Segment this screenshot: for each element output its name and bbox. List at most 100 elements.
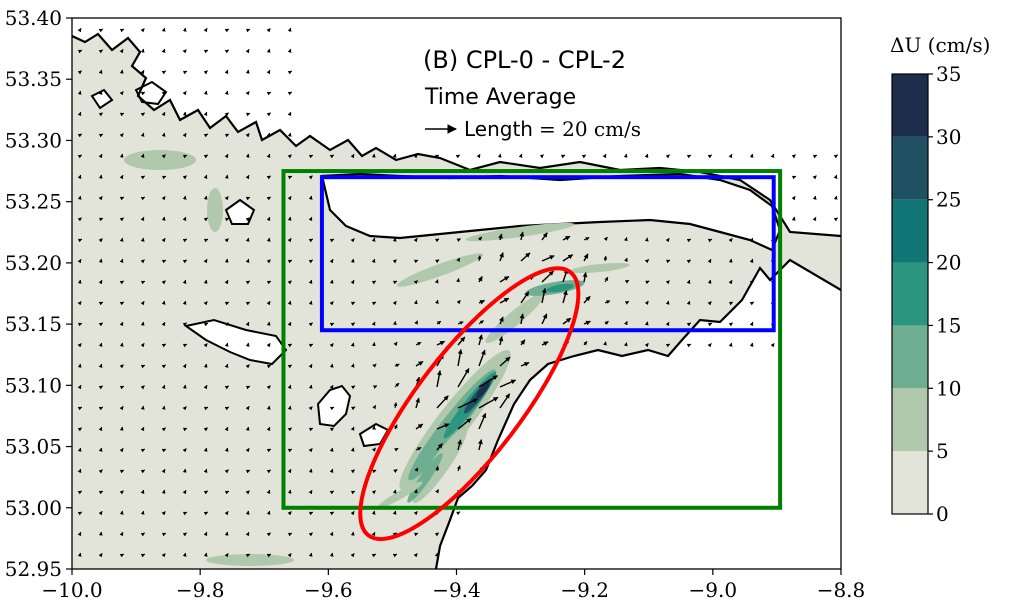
velocity-arrow bbox=[287, 238, 292, 243]
velocity-arrow bbox=[499, 252, 504, 262]
velocity-arrow bbox=[140, 112, 145, 117]
velocity-arrow bbox=[77, 531, 82, 537]
velocity-arrow bbox=[161, 175, 167, 180]
velocity-arrow bbox=[140, 532, 145, 537]
colorbar-tick-label: 35 bbox=[936, 62, 961, 86]
velocity-arrow bbox=[140, 385, 145, 390]
velocity-arrow bbox=[436, 320, 442, 325]
velocity-arrow bbox=[329, 511, 335, 516]
velocity-arrow bbox=[308, 175, 313, 180]
velocity-arrow bbox=[308, 489, 313, 495]
velocity-arrow bbox=[770, 153, 775, 159]
velocity-arrow bbox=[182, 511, 188, 516]
velocity-arrow bbox=[140, 175, 145, 180]
velocity-arrow bbox=[245, 280, 251, 285]
velocity-arrow bbox=[245, 385, 251, 390]
velocity-arrow bbox=[266, 259, 271, 264]
velocity-arrow bbox=[308, 406, 313, 411]
velocity-arrow bbox=[224, 217, 230, 222]
band-south bbox=[206, 554, 294, 566]
velocity-arrow bbox=[77, 301, 82, 306]
velocity-arrow bbox=[266, 196, 272, 201]
velocity-arrow bbox=[119, 553, 125, 558]
velocity-arrow bbox=[329, 258, 334, 264]
velocity-arrow bbox=[245, 321, 250, 327]
velocity-arrow bbox=[161, 259, 167, 264]
velocity-arrow bbox=[224, 279, 229, 285]
y-tick-label: 53.10 bbox=[5, 373, 62, 397]
velocity-arrow bbox=[457, 439, 462, 451]
x-tick-label: −10.0 bbox=[41, 578, 102, 602]
velocity-arrow bbox=[224, 28, 230, 33]
x-tick-label: −9.8 bbox=[176, 578, 225, 602]
velocity-arrow bbox=[372, 385, 378, 389]
velocity-arrow bbox=[140, 216, 145, 222]
velocity-arrow bbox=[604, 276, 609, 283]
velocity-arrow bbox=[415, 423, 424, 430]
velocity-arrow bbox=[392, 300, 397, 306]
velocity-arrow bbox=[119, 237, 124, 242]
velocity-arrow bbox=[119, 280, 125, 285]
velocity-arrow bbox=[140, 553, 146, 558]
velocity-arrow bbox=[435, 465, 440, 472]
velocity-arrow bbox=[728, 322, 733, 327]
velocity-arrow bbox=[98, 217, 104, 222]
velocity-arrow bbox=[140, 364, 146, 369]
velocity-arrow bbox=[371, 490, 376, 495]
velocity-arrow bbox=[351, 406, 356, 411]
velocity-arrow bbox=[161, 364, 167, 369]
velocity-arrow bbox=[520, 291, 530, 304]
velocity-arrow bbox=[77, 468, 82, 474]
velocity-arrow bbox=[182, 448, 187, 453]
velocity-arrow bbox=[203, 49, 209, 54]
velocity-arrow bbox=[413, 532, 419, 537]
velocity-arrow bbox=[224, 406, 230, 411]
velocity-arrow bbox=[266, 510, 271, 515]
velocity-arrow bbox=[182, 175, 187, 180]
velocity-arrow bbox=[436, 443, 443, 451]
velocity-arrow bbox=[245, 448, 250, 453]
velocity-arrow bbox=[287, 511, 292, 516]
velocity-arrow bbox=[140, 426, 145, 432]
velocity-arrow bbox=[371, 237, 376, 242]
velocity-arrow bbox=[119, 174, 124, 180]
velocity-arrow bbox=[478, 320, 484, 325]
velocity-arrow bbox=[415, 447, 422, 451]
velocity-arrow bbox=[203, 531, 208, 537]
velocity-arrow bbox=[98, 490, 104, 495]
velocity-arrow bbox=[583, 236, 590, 241]
velocity-arrow bbox=[623, 237, 628, 242]
velocity-arrow bbox=[456, 465, 461, 472]
velocity-arrow bbox=[329, 406, 335, 411]
velocity-arrow bbox=[182, 363, 187, 369]
velocity-arrow bbox=[224, 511, 229, 516]
velocity-arrow bbox=[415, 360, 424, 367]
velocity-arrow bbox=[392, 553, 398, 558]
y-tick-label: 53.40 bbox=[5, 6, 62, 30]
velocity-arrow bbox=[161, 343, 167, 348]
velocity-arrow bbox=[119, 112, 125, 117]
colorbar-tick-label: 20 bbox=[936, 251, 961, 275]
velocity-arrow bbox=[686, 322, 691, 327]
velocity-arrow bbox=[287, 280, 292, 285]
velocity-arrow bbox=[392, 489, 397, 494]
velocity-arrow bbox=[749, 321, 754, 327]
velocity-arrow bbox=[478, 375, 498, 388]
velocity-arrow bbox=[541, 232, 548, 241]
velocity-arrow bbox=[224, 90, 229, 95]
length-key-value: = 20 cm/s bbox=[539, 117, 641, 141]
velocity-arrow bbox=[224, 49, 230, 54]
velocity-arrow bbox=[182, 552, 187, 557]
colorbar-segment bbox=[892, 262, 928, 326]
velocity-arrow bbox=[457, 398, 478, 409]
velocity-arrow bbox=[266, 153, 271, 159]
velocity-arrow bbox=[245, 196, 251, 201]
velocity-arrow bbox=[245, 237, 250, 242]
velocity-arrow bbox=[77, 154, 83, 159]
velocity-arrow bbox=[707, 154, 712, 159]
band-west-a bbox=[124, 150, 196, 170]
velocity-arrow bbox=[119, 301, 125, 306]
velocity-arrow bbox=[623, 342, 628, 347]
velocity-arrow bbox=[77, 238, 83, 243]
velocity-arrow bbox=[477, 255, 482, 262]
